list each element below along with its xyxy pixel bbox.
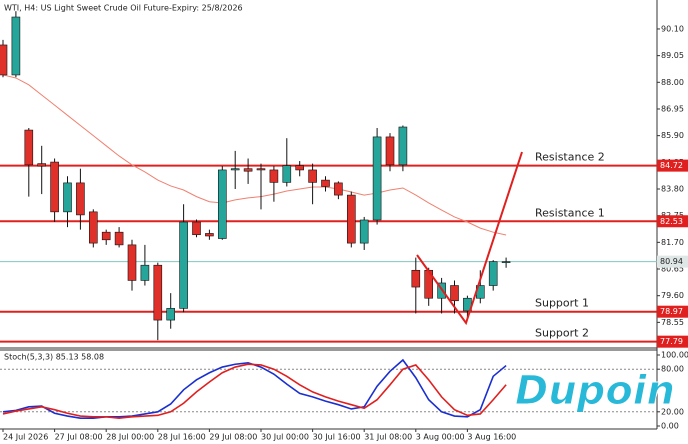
x-tick-label: 3 Aug 16:00 bbox=[467, 433, 516, 442]
x-tick-label: 28 Jul 00:00 bbox=[106, 433, 154, 442]
candle-body bbox=[101, 231, 111, 241]
price-tag bbox=[657, 215, 688, 228]
candle-body bbox=[76, 182, 85, 216]
candle-body bbox=[140, 264, 150, 281]
candle-body bbox=[269, 169, 279, 183]
candle-body bbox=[230, 168, 240, 171]
candle-body bbox=[11, 16, 21, 76]
y-tick-label: 80.00 bbox=[661, 365, 684, 374]
candle-body bbox=[192, 221, 201, 236]
candle-body bbox=[321, 179, 330, 187]
y-tick-label: 86.95 bbox=[661, 104, 684, 113]
x-tick-label: 31 Jul 08:00 bbox=[364, 433, 412, 442]
y-tick-label: 0.00 bbox=[661, 422, 679, 431]
candle-body bbox=[488, 261, 498, 286]
y-tick-label: 83.80 bbox=[661, 184, 684, 193]
candle-body bbox=[385, 136, 395, 166]
candle-body bbox=[50, 161, 59, 213]
price-tag bbox=[657, 305, 688, 318]
candle-body bbox=[243, 168, 253, 172]
y-tick-label: 20.00 bbox=[661, 407, 684, 416]
price-tag bbox=[657, 159, 688, 172]
candle-body bbox=[24, 129, 34, 166]
price-tag bbox=[657, 255, 688, 268]
candle-body bbox=[334, 182, 343, 196]
candle-body bbox=[127, 244, 137, 281]
price-tag-label: 84.72 bbox=[660, 161, 683, 170]
x-tick-label: 28 Jul 16:00 bbox=[158, 433, 206, 442]
y-tick-label: 81.70 bbox=[661, 238, 684, 247]
y-tick-label: 89.05 bbox=[661, 51, 684, 60]
pattern-line bbox=[416, 151, 523, 326]
x-tick-label: 24 Jul 2026 bbox=[3, 433, 48, 442]
price-tag-label: 77.79 bbox=[660, 337, 683, 346]
candle-body bbox=[372, 136, 382, 221]
candle-body bbox=[205, 233, 214, 237]
y-tick-label: 85.90 bbox=[661, 131, 684, 140]
candle-body bbox=[114, 231, 124, 246]
chart-title: WTI, H4: US Light Sweet Crude Oil Future… bbox=[4, 4, 243, 13]
candle-body bbox=[411, 269, 421, 288]
y-tick-label: 78.55 bbox=[661, 318, 684, 327]
price-tag-label: 82.53 bbox=[660, 217, 683, 226]
x-tick-label: 30 Jul 00:00 bbox=[261, 433, 309, 442]
candle-body bbox=[256, 168, 266, 171]
price-tag bbox=[657, 335, 688, 348]
candle-body bbox=[308, 169, 317, 183]
y-tick-label: 79.60 bbox=[661, 291, 684, 300]
candle-body bbox=[398, 126, 408, 166]
candle-body bbox=[0, 44, 8, 76]
candle-body bbox=[282, 165, 292, 183]
candle-body bbox=[346, 194, 356, 244]
level-label: Resistance 1 bbox=[535, 206, 605, 219]
candle-body bbox=[501, 261, 511, 263]
y-tick-label: 100.00 bbox=[661, 351, 688, 360]
logo: Dupoin bbox=[515, 368, 675, 414]
level-label: Support 2 bbox=[535, 327, 589, 340]
candle-body bbox=[295, 165, 305, 171]
x-tick-label: 29 Jul 08:00 bbox=[209, 433, 257, 442]
price-tag-label: 80.94 bbox=[660, 257, 683, 266]
indicator-title: Stoch(5,3,3) 85.13 58.08 bbox=[4, 353, 104, 362]
x-tick-label: 27 Jul 08:00 bbox=[55, 433, 103, 442]
y-tick-label: 80.65 bbox=[661, 265, 684, 274]
x-tick-label: 3 Aug 00:00 bbox=[416, 433, 465, 442]
candle-body bbox=[37, 163, 47, 167]
candle-body bbox=[218, 169, 227, 239]
y-tick-label: 88.00 bbox=[661, 78, 684, 87]
moving-average bbox=[2, 74, 507, 236]
candle-body bbox=[179, 221, 188, 309]
candle-body bbox=[89, 211, 98, 244]
x-tick-label: 30 Jul 16:00 bbox=[313, 433, 361, 442]
candle-body bbox=[450, 285, 459, 302]
stoch-line bbox=[2, 363, 507, 419]
candle-body bbox=[359, 219, 369, 244]
level-label: Resistance 2 bbox=[535, 151, 605, 164]
candle-body bbox=[153, 264, 163, 321]
level-label: Support 1 bbox=[535, 297, 589, 310]
candle-body bbox=[63, 182, 72, 213]
y-tick-label: 90.10 bbox=[661, 24, 684, 33]
price-tag-label: 78.97 bbox=[660, 307, 683, 316]
candle-body bbox=[166, 308, 175, 321]
